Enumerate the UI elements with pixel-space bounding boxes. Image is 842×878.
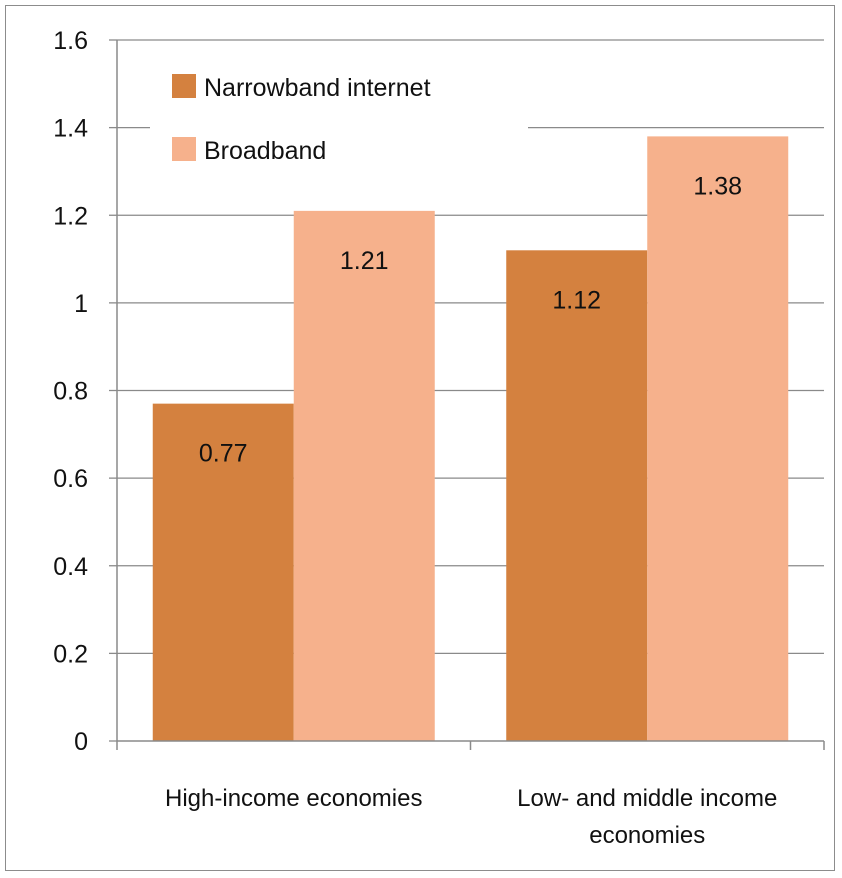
y-tick-label: 0.2 <box>53 640 88 668</box>
bar[interactable] <box>506 250 648 742</box>
y-tick-label: 1.6 <box>53 27 88 55</box>
y-tick-label: 0.4 <box>53 553 88 581</box>
legend-swatch[interactable] <box>172 74 196 98</box>
x-category-label: Low- and middle income <box>517 785 777 812</box>
x-category-label: High-income economies <box>165 785 422 812</box>
y-tick-label: 1.4 <box>53 115 88 143</box>
data-label: 1.38 <box>693 172 742 200</box>
bar[interactable] <box>293 210 435 741</box>
y-tick-label: 1.2 <box>53 202 88 230</box>
y-tick-label: 0 <box>74 728 88 756</box>
bar[interactable] <box>647 136 789 741</box>
y-tick-label: 0.6 <box>53 465 88 493</box>
legend-swatch[interactable] <box>172 137 196 161</box>
data-label: 0.77 <box>199 440 248 468</box>
legend-box <box>150 60 528 178</box>
data-label: 1.12 <box>552 286 601 314</box>
legend-label[interactable]: Narrowband internet <box>204 74 431 102</box>
y-tick-label: 0.8 <box>53 378 88 406</box>
data-label: 1.21 <box>340 247 389 275</box>
legend-label[interactable]: Broadband <box>204 137 326 165</box>
y-tick-label: 1 <box>74 290 88 318</box>
bar[interactable] <box>152 403 294 741</box>
x-category-label: economies <box>589 822 705 849</box>
